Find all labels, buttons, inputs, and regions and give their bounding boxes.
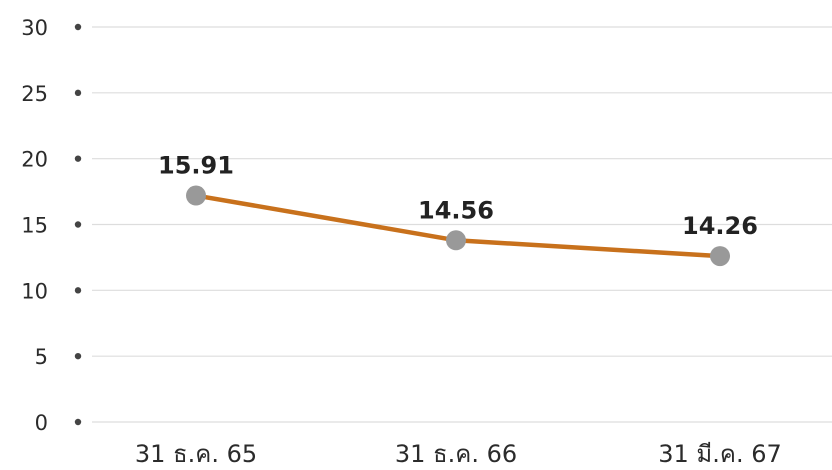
y-tick-label: 0 bbox=[35, 411, 48, 435]
y-tick-label: 15 bbox=[21, 214, 48, 238]
data-label: 14.26 bbox=[682, 212, 758, 240]
y-axis-ticks: 0 5 10 15 20 25 30 bbox=[21, 16, 82, 435]
y-tick-label: 10 bbox=[21, 279, 48, 303]
data-point bbox=[186, 185, 206, 206]
data-point bbox=[446, 230, 466, 251]
y-tick-label: 30 bbox=[21, 16, 48, 40]
data-point bbox=[710, 246, 730, 267]
y-tick-dot bbox=[74, 89, 82, 97]
grid-lines bbox=[92, 26, 832, 423]
y-tick-dot bbox=[74, 287, 82, 294]
series-group bbox=[186, 185, 730, 267]
y-tick-label: 5 bbox=[35, 345, 48, 369]
x-tick-label: 31 ธ.ค. 66 bbox=[395, 440, 517, 468]
y-tick-dot bbox=[74, 352, 82, 360]
data-label: 15.91 bbox=[158, 152, 234, 180]
x-tick-label: 31 ธ.ค. 65 bbox=[135, 440, 257, 468]
y-tick-dot bbox=[74, 155, 82, 162]
y-tick-dot bbox=[74, 418, 82, 426]
x-axis-labels: 31 ธ.ค. 65 31 ธ.ค. 66 31 มี.ค. 67 bbox=[135, 440, 782, 468]
data-labels: 15.91 14.56 14.26 bbox=[158, 152, 758, 241]
y-tick-dot bbox=[74, 23, 82, 31]
y-tick-dot bbox=[74, 221, 82, 228]
data-label: 14.56 bbox=[418, 196, 494, 224]
y-tick-label: 25 bbox=[21, 82, 48, 106]
y-tick-label: 20 bbox=[21, 148, 48, 172]
x-tick-label: 31 มี.ค. 67 bbox=[658, 440, 781, 468]
